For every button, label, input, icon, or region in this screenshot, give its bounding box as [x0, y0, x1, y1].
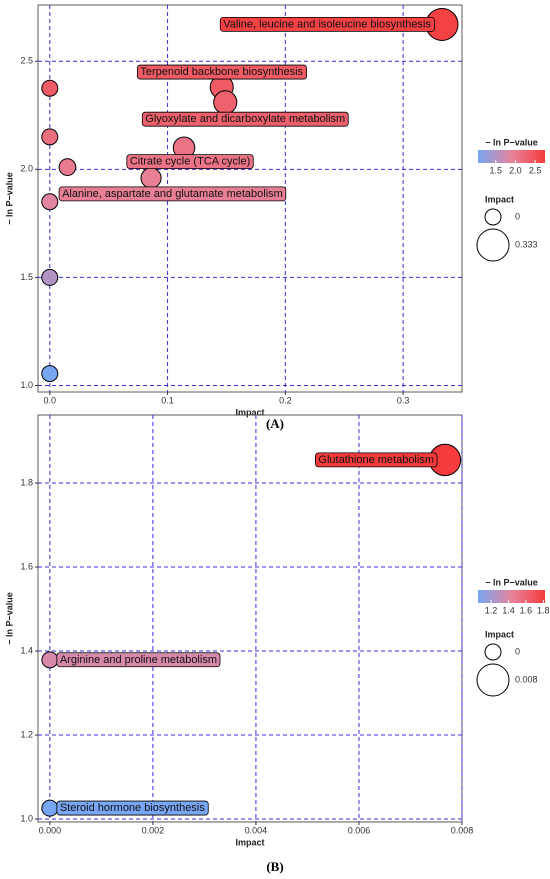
point-label: Terpenoid backbone biosynthesis — [136, 64, 307, 80]
label-box — [219, 16, 435, 32]
label-box — [56, 800, 209, 816]
colorbar-tick-label: 1.5 — [489, 165, 502, 175]
y-tick-label: 1.6 — [20, 561, 33, 571]
x-axis-label: Impact — [235, 837, 264, 847]
bubble — [41, 193, 59, 211]
label-text: Steroid hormone biosynthesis — [60, 802, 205, 814]
point-label: Alanine, aspartate and glutamate metabol… — [58, 186, 287, 202]
bubble — [41, 365, 59, 383]
colorbar — [478, 150, 545, 163]
size-legend-label: 0 — [515, 211, 520, 221]
y-tick-label: 1.2 — [20, 729, 33, 739]
colorbar-tick-label: 1.2 — [485, 605, 498, 615]
label-text: Glyoxylate and dicarboxylate metabolism — [145, 113, 345, 125]
label-text: Alanine, aspartate and glutamate metabol… — [62, 188, 283, 200]
bubble — [41, 651, 59, 669]
size-legend-circle — [484, 208, 502, 226]
x-tick-label: 0.002 — [142, 825, 165, 835]
colorbar-title: − ln P−value — [485, 137, 538, 147]
colorbar-tick-label: 2.0 — [509, 165, 522, 175]
colorbar-tick-label: 2.5 — [529, 165, 542, 175]
point-labels: Glutathione metabolism Arginine and proli… — [56, 452, 438, 816]
label-text: Terpenoid backbone biosynthesis — [140, 66, 303, 78]
label-text: Arginine and proline metabolism — [60, 654, 217, 666]
colorbar-title: − ln P−value — [485, 577, 538, 587]
x-tick-label: 0.2 — [279, 395, 292, 405]
colorbar-tick-label: 1.6 — [520, 605, 533, 615]
point-label: Glyoxylate and dicarboxylate metabolism — [141, 111, 349, 127]
caption: (A) — [266, 416, 284, 431]
x-tick-label: 0.0 — [44, 395, 57, 405]
bubble — [41, 79, 59, 97]
bubble — [213, 90, 238, 115]
size-legend-circle — [476, 228, 510, 262]
label-box — [136, 64, 307, 80]
label-box — [315, 452, 438, 468]
size-legend-label: 0.008 — [515, 674, 538, 684]
x-tick-label: 0.1 — [161, 395, 174, 405]
label-box — [58, 186, 287, 202]
bubble — [140, 167, 162, 189]
label-text: Valine, leucine and isoleucine biosynthe… — [223, 18, 431, 30]
point-label: Arginine and proline metabolism — [56, 652, 221, 668]
y-tick-label: 2.0 — [20, 164, 33, 174]
colorbar-tick-label: 1.8 — [537, 605, 550, 615]
y-tick-label: 1.4 — [20, 645, 33, 655]
label-text: Glutathione metabolism — [318, 454, 434, 466]
size-legend-title: Impact — [485, 629, 514, 639]
label-text: Citrate cycle (TCA cycle) — [130, 156, 250, 168]
plot-frame — [37, 414, 463, 823]
bubble — [41, 268, 59, 286]
size-legend-circle — [476, 663, 510, 697]
points — [41, 443, 462, 817]
y-tick-label: 1.0 — [20, 813, 33, 823]
size-legend-label: 0.333 — [515, 239, 538, 249]
x-tick-label: 0.006 — [348, 825, 371, 835]
size-legend-circle — [484, 643, 502, 661]
plot-frame — [37, 4, 463, 393]
point-label: Steroid hormone biosynthesis — [56, 800, 209, 816]
point-label: Valine, leucine and isoleucine biosynthe… — [219, 16, 435, 32]
label-box — [126, 154, 254, 169]
x-tick-label: 0.000 — [39, 825, 62, 835]
point-label: Citrate cycle (TCA cycle) — [126, 154, 254, 169]
y-axis-label: − ln P−value — [4, 172, 14, 225]
x-axis-label: Impact — [235, 407, 264, 417]
size-legend-label: 0 — [515, 646, 520, 656]
bubble — [58, 158, 77, 177]
bubble — [41, 128, 59, 146]
caption: (B) — [266, 859, 283, 874]
points — [41, 7, 459, 383]
bubble — [41, 799, 59, 817]
colorbar — [478, 590, 545, 603]
x-tick-label: 0.3 — [397, 395, 410, 405]
label-box — [141, 111, 349, 127]
y-axis-label: − ln P−value — [4, 592, 14, 645]
y-tick-label: 1.5 — [20, 272, 33, 282]
point-label: Glutathione metabolism — [315, 452, 438, 468]
label-box — [56, 652, 221, 668]
y-tick-label: 2.5 — [20, 56, 33, 66]
x-tick-label: 0.008 — [451, 825, 474, 835]
colorbar-tick-label: 1.4 — [502, 605, 515, 615]
y-tick-label: 1.0 — [20, 380, 33, 390]
point-labels: Valine, leucine and isoleucine biosynthe… — [58, 16, 435, 202]
size-legend-title: Impact — [485, 194, 514, 204]
y-tick-label: 1.8 — [20, 477, 33, 487]
x-tick-label: 0.004 — [245, 825, 268, 835]
